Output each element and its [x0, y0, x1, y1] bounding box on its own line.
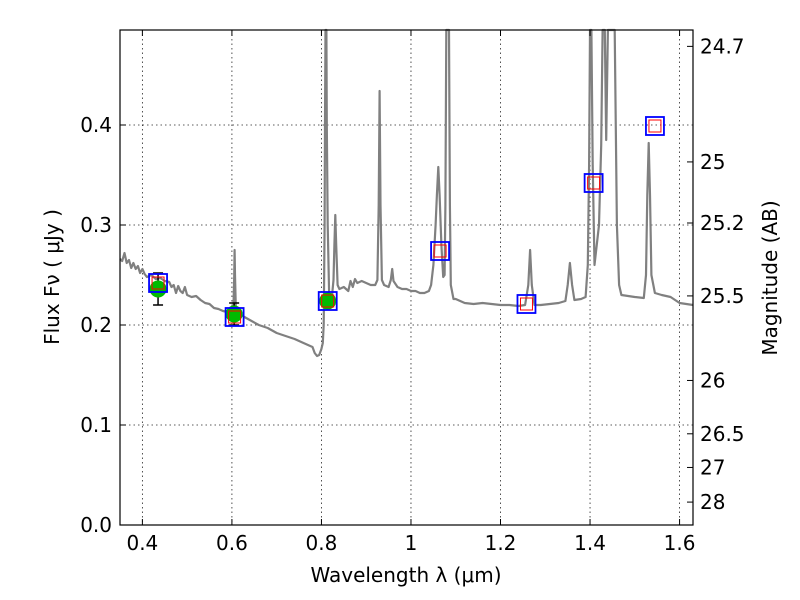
grid-lines — [120, 30, 693, 525]
data-points — [148, 116, 665, 327]
x-tick-label: 1.6 — [664, 531, 696, 555]
spectrum-line — [119, 28, 694, 358]
synthetic-point-outer — [430, 241, 450, 261]
synthetic-point-inner — [519, 297, 533, 311]
observed-point — [319, 292, 337, 310]
synthetic-point-inner — [151, 276, 165, 290]
y-tick-label: 0.0 — [80, 513, 112, 537]
right-tick-label: 25.2 — [700, 211, 745, 235]
synthetic-point-outer — [583, 173, 604, 193]
y-tick-label: 0.4 — [80, 113, 112, 137]
y-tick-label: 0.1 — [80, 413, 112, 437]
x-tick-label: 0.4 — [126, 531, 158, 555]
y-tick-label: 0.3 — [80, 213, 112, 237]
x-tick-label: 0.8 — [306, 531, 338, 555]
synthetic-point-outer — [516, 294, 537, 314]
synthetic-point-inner — [433, 244, 447, 258]
synthetic-point-inner — [228, 310, 242, 324]
right-y-axis-label: Magnitude (AB) — [758, 200, 782, 355]
axis-ticks: 0.4 0.6 0.8 1 1.2 1.4 1.6 0.0 0.1 0.2 0.3 0.4 24.7 25… — [80, 30, 745, 555]
synthetic-point-inner — [321, 294, 335, 308]
synthetic-point-outer — [317, 291, 338, 311]
synthetic-point-outer — [645, 116, 665, 136]
right-tick-label: 28 — [700, 490, 725, 514]
x-tick-label: 1.2 — [485, 531, 517, 555]
right-tick-label: 26.5 — [700, 422, 745, 446]
model-spectrum — [119, 28, 694, 358]
synthetic-point-inner — [648, 119, 662, 133]
right-tick-label: 25 — [700, 150, 725, 174]
synthetic-point-outer — [148, 273, 168, 293]
x-axis-label: Wavelength λ (μm) — [310, 563, 501, 587]
x-tick-label: 0.6 — [216, 531, 248, 555]
y-tick-label: 0.2 — [80, 313, 112, 337]
x-tick-label: 1 — [405, 531, 418, 555]
right-tick-label: 26 — [700, 368, 725, 392]
plot-background — [120, 30, 693, 525]
right-tick-label: 25.5 — [700, 284, 745, 308]
right-tick-label: 24.7 — [700, 34, 745, 58]
synthetic-point-inner — [587, 176, 601, 190]
plot-frame — [119, 29, 694, 526]
synthetic-point-outer — [224, 307, 245, 327]
x-tick-label: 1.4 — [574, 531, 606, 555]
y-axis-label: Flux Fν ( μJy ) — [40, 209, 64, 345]
right-tick-label: 27 — [700, 455, 725, 479]
